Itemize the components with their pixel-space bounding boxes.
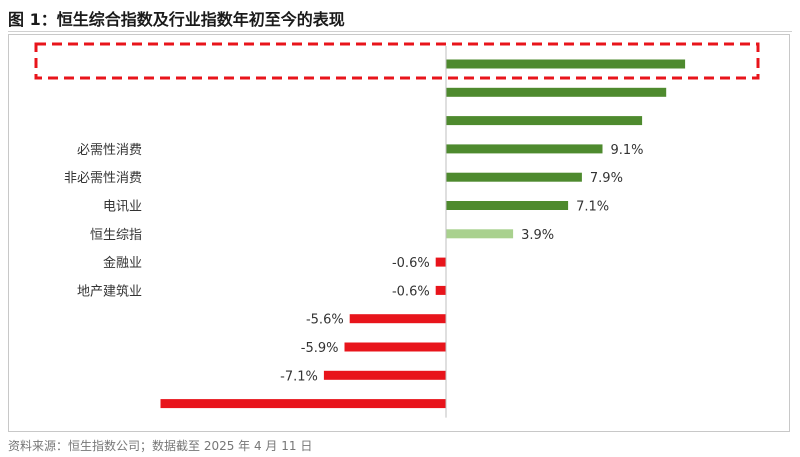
bars-layer: [160, 59, 686, 409]
category-label: 金融业: [103, 255, 142, 271]
bar: [435, 257, 446, 267]
data-label: -0.6%: [392, 284, 430, 299]
highlight-box: [34, 42, 760, 80]
category-label: 恒生综指: [90, 228, 142, 243]
labels-layer: 9.1% 7.9% 7.1% 3.9% -0.6% -0.6% -5.6% -5.9% -7.1…: [280, 143, 643, 384]
category-label: 必需性消费: [77, 143, 142, 158]
bar: [446, 59, 686, 69]
data-label: -0.6%: [392, 256, 430, 271]
data-label: -7.1%: [280, 369, 318, 384]
category-label: 电讯业: [103, 200, 142, 215]
performance-bar-chart: 9.1% 7.9% 7.1% 3.9% -0.6% -0.6% -5.6% -5.9% -7.1…: [34, 42, 760, 418]
data-label: 7.1%: [576, 200, 609, 215]
bar: [344, 342, 446, 352]
data-label: 7.9%: [590, 171, 623, 186]
chart-title: 图 1：恒生综合指数及行业指数年初至今的表现: [8, 10, 345, 29]
bar: [435, 285, 446, 295]
bar: [446, 201, 569, 210]
bar: [160, 399, 446, 409]
bar: [349, 314, 446, 324]
title-divider: [8, 31, 792, 32]
data-label: 3.9%: [521, 228, 554, 243]
bar: [446, 87, 667, 97]
bar: [446, 144, 603, 154]
category-label: 地产建筑业: [77, 283, 142, 299]
data-label: -5.6%: [306, 313, 344, 328]
data-label: -5.9%: [301, 341, 339, 356]
chart-frame: [8, 34, 790, 432]
data-label: 9.1%: [611, 143, 644, 158]
source-note: 资料来源：恒生指数公司；数据截至 2025 年 4 月 11 日: [8, 439, 313, 453]
category-label: 非必需性消费: [64, 171, 142, 186]
bar: [446, 116, 643, 126]
bar: [446, 229, 514, 239]
bar: [323, 370, 446, 380]
bar: [446, 172, 582, 182]
